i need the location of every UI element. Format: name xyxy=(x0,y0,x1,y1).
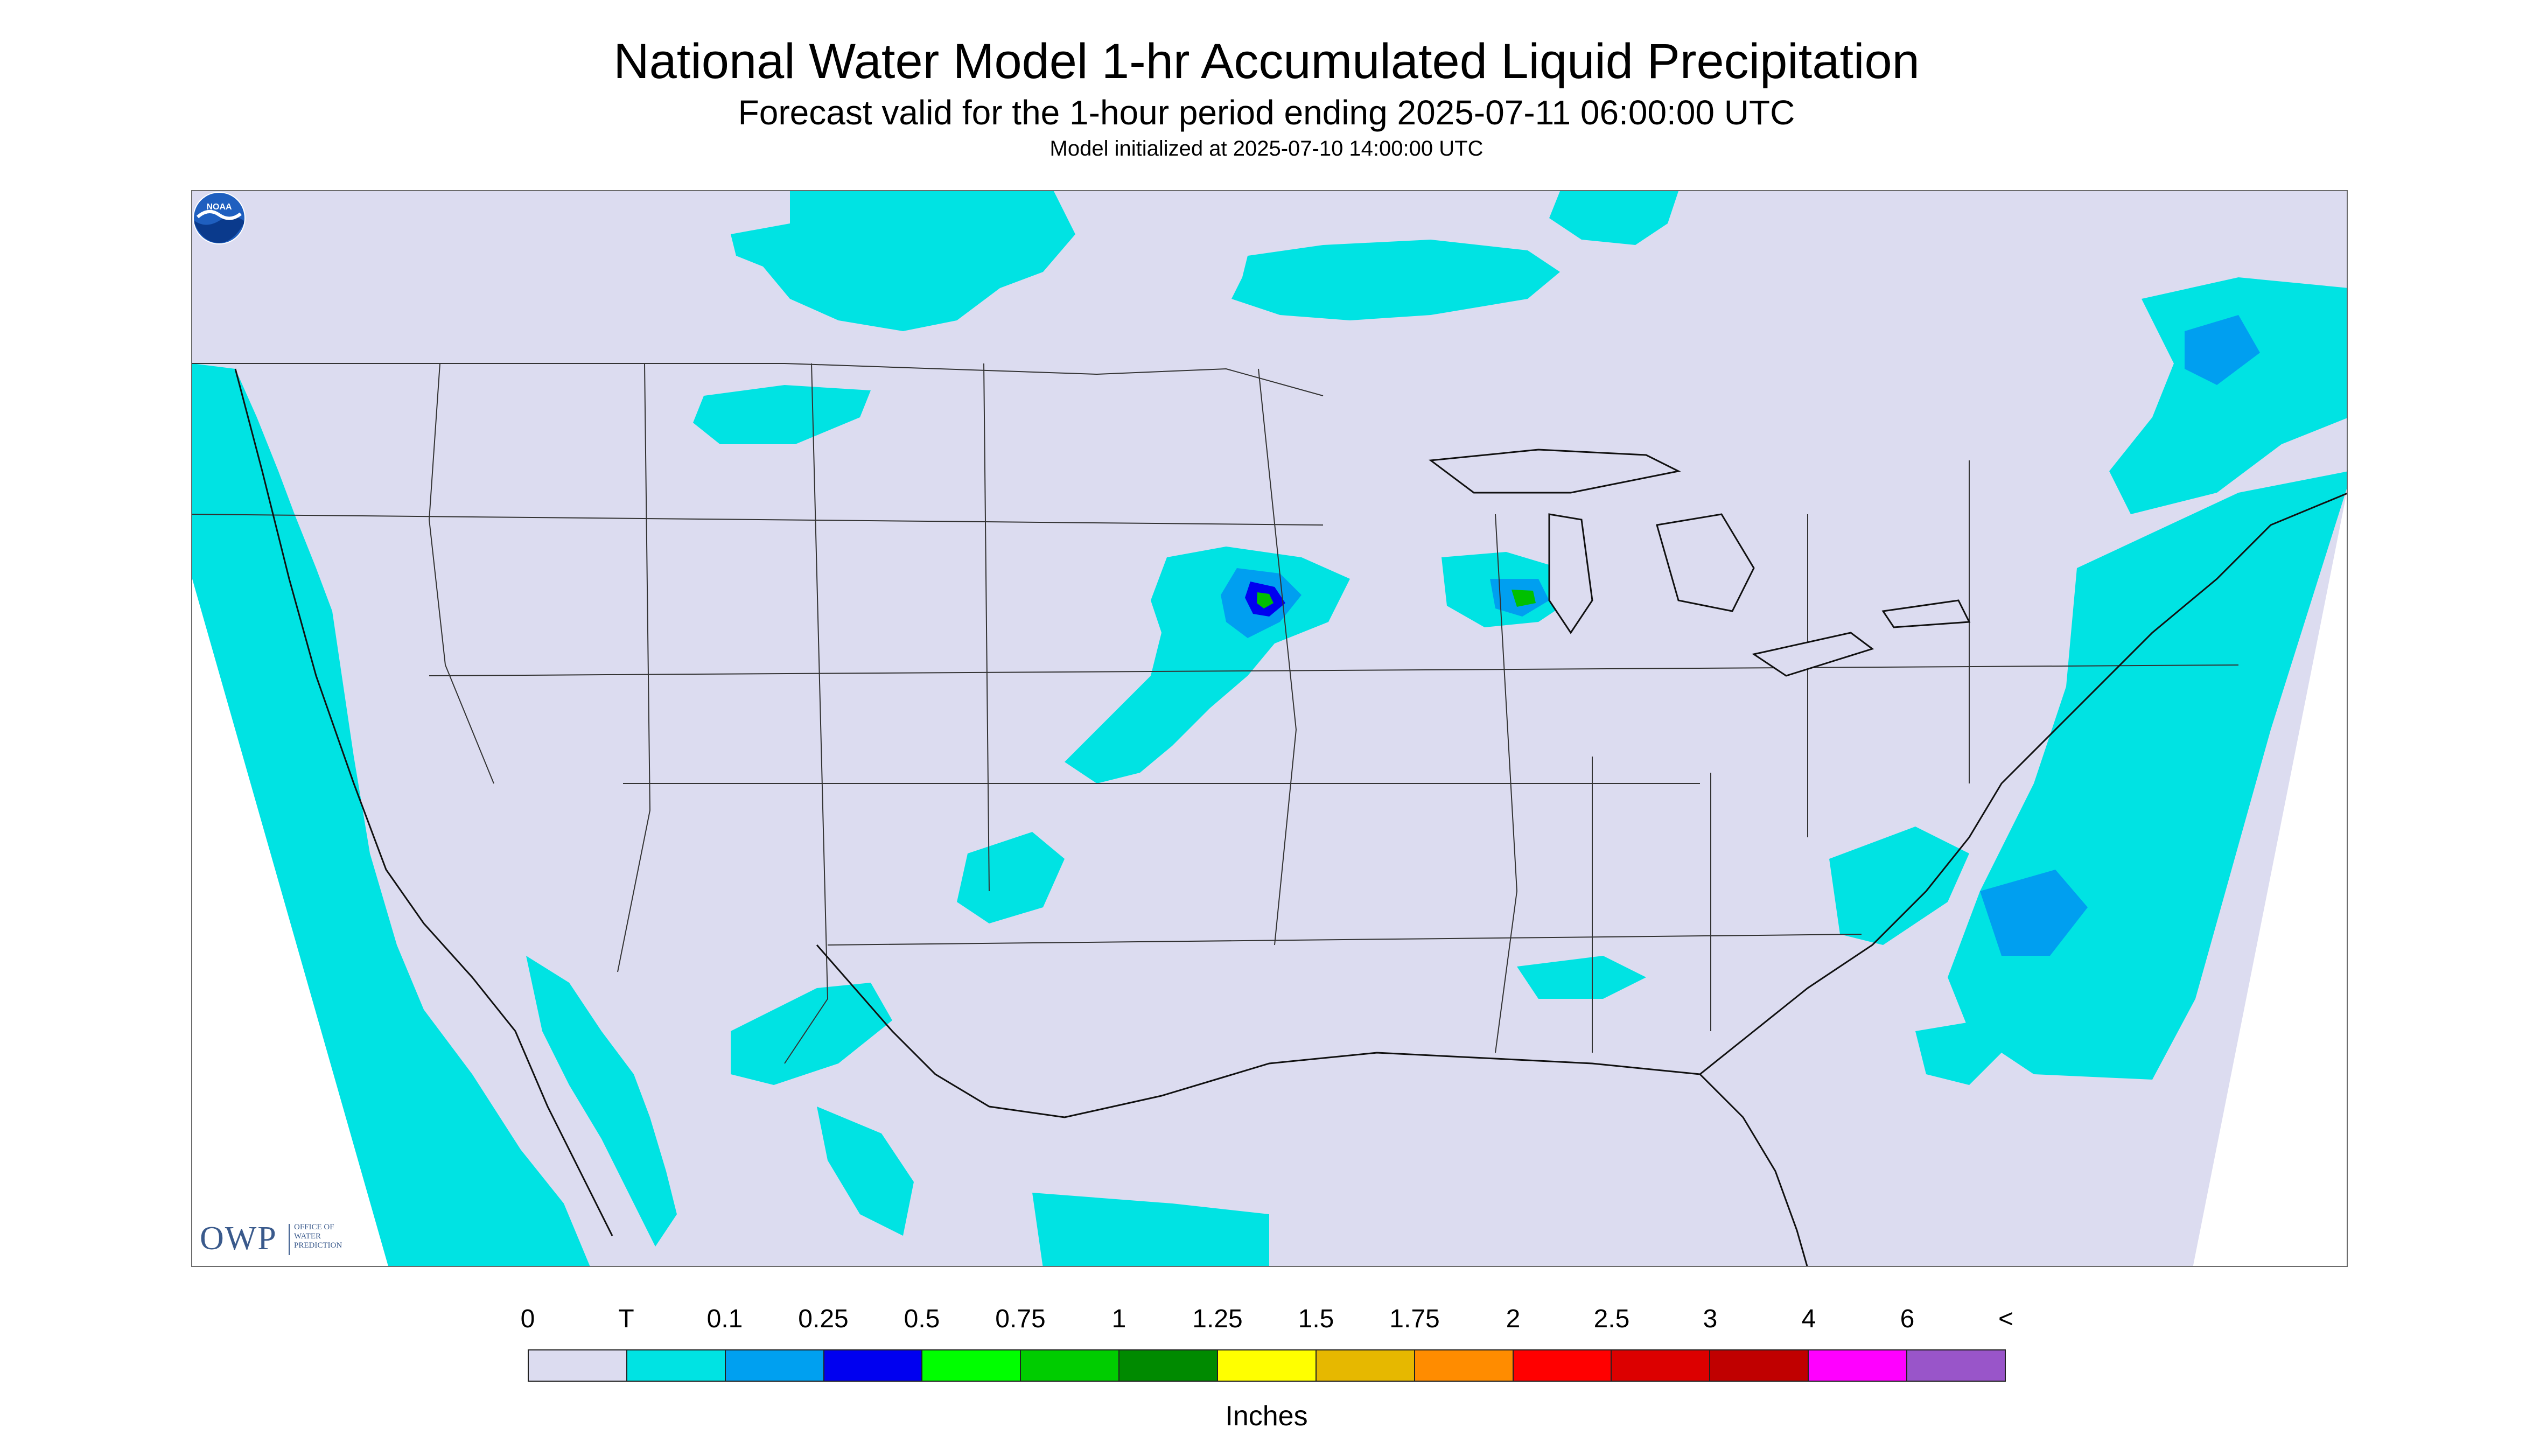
legend-label: 1 xyxy=(1111,1305,1126,1333)
new-mexico-precip xyxy=(731,983,892,1085)
owp-logo-line-1: OFFICE OF xyxy=(294,1223,334,1231)
mexico-precip xyxy=(817,1107,914,1236)
northeast-precip xyxy=(2109,277,2347,514)
legend-label: 4 xyxy=(1801,1305,1816,1333)
legend-label: 1.5 xyxy=(1298,1305,1334,1333)
owp-logo-abbrev: OWP xyxy=(200,1220,277,1257)
legend-color-bar xyxy=(528,1349,2006,1382)
model-init-note: Model initialized at 2025-07-10 14:00:00… xyxy=(1049,137,1484,160)
canada-precip-3 xyxy=(1549,191,1678,245)
noaa-logo-icon: NOAA xyxy=(193,192,246,244)
legend-label: 1.25 xyxy=(1192,1305,1243,1333)
legend-swatch xyxy=(725,1350,824,1381)
owp-logo-line-3: PREDICTION xyxy=(294,1241,342,1250)
legend-swatch xyxy=(1612,1350,1711,1381)
legend-label: < xyxy=(1998,1305,2014,1333)
legend-swatch xyxy=(1119,1350,1219,1381)
atlantic-heavy-cells xyxy=(1980,870,2088,956)
owp-logo-fulltext: OFFICE OF WATER PREDICTION xyxy=(294,1223,342,1250)
map-title: National Water Model 1-hr Accumulated Li… xyxy=(613,34,1920,89)
precipitation-map: OWP OFFICE OF WATER PREDICTION NOAA xyxy=(191,190,2348,1267)
legend-swatch xyxy=(1415,1350,1514,1381)
texas-oklahoma-precip xyxy=(957,832,1065,923)
owp-logo-line-2: WATER xyxy=(294,1232,321,1241)
legend-label: 3 xyxy=(1703,1305,1718,1333)
legend-label: 0.75 xyxy=(995,1305,1046,1333)
great-plains-precip xyxy=(693,385,871,444)
legend-swatch xyxy=(529,1350,627,1381)
legend-swatch xyxy=(627,1350,726,1381)
legend-swatch xyxy=(824,1350,923,1381)
baja-coast-precip xyxy=(526,956,677,1247)
wisconsin-max xyxy=(1512,590,1536,607)
legend-label: 0.25 xyxy=(798,1305,849,1333)
legend-label: 0.5 xyxy=(904,1305,940,1333)
legend-label: T xyxy=(618,1305,634,1333)
legend-units: Inches xyxy=(1225,1401,1308,1432)
legend-label: 1.75 xyxy=(1389,1305,1440,1333)
legend-swatch xyxy=(1021,1350,1120,1381)
noaa-logo-text: NOAA xyxy=(206,202,232,212)
gulf-precip xyxy=(1032,1193,1269,1266)
northeast-heavy xyxy=(2185,315,2260,385)
legend-label: 6 xyxy=(1900,1305,1915,1333)
legend-label: 2.5 xyxy=(1593,1305,1630,1333)
owp-logo-separator xyxy=(289,1224,290,1255)
forecast-valid-subtitle: Forecast valid for the 1-hour period end… xyxy=(738,93,1795,132)
owp-logo: OWP OFFICE OF WATER PREDICTION xyxy=(200,1220,383,1263)
canada-precip-2 xyxy=(1231,240,1560,320)
upper-midwest-max xyxy=(1257,592,1274,608)
southeast-precip xyxy=(1829,827,1969,945)
precip-legend: 0 T 0.1 0.25 0.5 0.75 1 1.25 1.5 1.75 2 2.5 3 4 6 < xyxy=(521,1282,2013,1400)
legend-swatch xyxy=(1907,1350,2005,1381)
coastlines xyxy=(234,368,2347,1266)
legend-label: 2 xyxy=(1506,1305,1521,1333)
legend-swatch xyxy=(1218,1350,1317,1381)
legend-swatch xyxy=(1809,1350,1908,1381)
legend-swatch xyxy=(922,1350,1021,1381)
legend-swatch xyxy=(1710,1350,1809,1381)
carolina-offshore-precip xyxy=(1915,1020,2002,1085)
legend-label: 0 xyxy=(520,1305,535,1333)
map-canvas xyxy=(192,191,2347,1266)
canada-precip-1 xyxy=(731,191,1075,331)
legend-label: 0.1 xyxy=(706,1305,743,1333)
legend-swatch xyxy=(1513,1350,1612,1381)
map-domain xyxy=(192,191,2347,1266)
great-lakes xyxy=(1429,449,1971,677)
gulf-coast-precip xyxy=(1517,956,1646,999)
legend-swatch xyxy=(1316,1350,1415,1381)
